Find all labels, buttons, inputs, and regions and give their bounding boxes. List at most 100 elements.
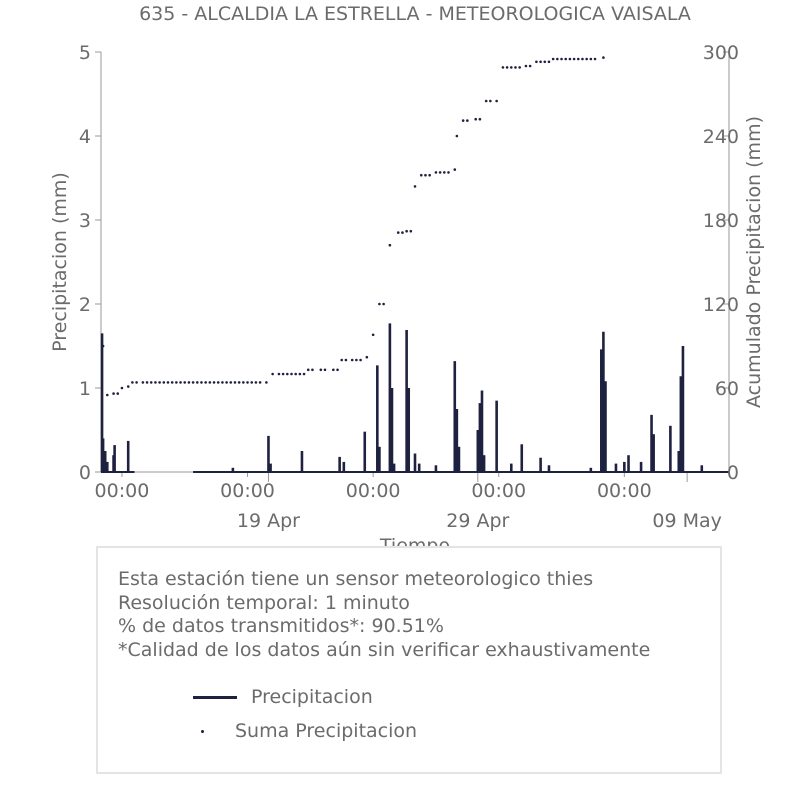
cumulative-point	[378, 302, 381, 306]
y-tick-label-left: 1	[79, 378, 91, 400]
cumulative-point	[355, 358, 358, 362]
cumulative-point	[204, 381, 207, 384]
cumulative-point	[166, 381, 170, 384]
x-tick-label-hour: 00:00	[95, 480, 150, 502]
cumulative-point	[478, 117, 482, 121]
y-tick-label-right: 240	[703, 126, 739, 148]
y-tick-label-left: 3	[79, 210, 91, 232]
x-tick-label-date: 29 Apr	[446, 510, 509, 532]
cumulative-point	[170, 381, 174, 384]
cumulative-point	[131, 381, 134, 384]
cumulative-point	[518, 66, 521, 69]
cumulative-point	[120, 386, 124, 390]
cumulative-point	[543, 60, 547, 64]
cumulative-point	[195, 381, 199, 384]
y-tick-label-right: 300	[703, 42, 739, 64]
cumulative-point	[225, 381, 228, 384]
x-tick-label-date: 19 Apr	[237, 510, 300, 532]
info-line-transmitted: % de datos transmitidos*: 90.51%	[118, 615, 444, 637]
y-tick-label-right: 60	[715, 378, 739, 400]
y-tick-label-left: 2	[79, 294, 91, 316]
cumulative-point	[277, 372, 281, 376]
cumulative-point	[514, 66, 517, 69]
cumulative-point	[371, 333, 375, 337]
cumulative-point	[216, 381, 220, 384]
cumulative-point	[221, 381, 224, 384]
cumulative-point	[424, 173, 427, 177]
cumulative-point	[495, 99, 498, 103]
cumulative-point	[311, 368, 314, 372]
tick-labels: 0 1 2 3 4 5 0 60 120 180 240 300 00:00 00:00 00:00 00:0…	[79, 42, 739, 532]
cumulative-point	[438, 171, 442, 174]
cumulative-point	[340, 358, 344, 362]
cumulative-point	[535, 60, 538, 64]
info-line-sensor: Esta estación tiene un sensor meteorolog…	[118, 568, 594, 590]
cumulative-point	[246, 381, 249, 384]
cumulative-point	[154, 381, 157, 384]
cumulative-point	[145, 381, 149, 384]
cumulative-point	[149, 381, 153, 384]
cumulative-point	[489, 99, 492, 103]
y-tick-label-right: 180	[703, 210, 739, 232]
cumulative-point	[200, 381, 203, 384]
axes	[95, 51, 730, 482]
x-axis-label: Tiempo	[379, 535, 450, 546]
chart-title: 635 - ALCALDIA LA ESTRELLA - METEOROLOGI…	[139, 3, 691, 25]
cumulative-point	[323, 368, 327, 372]
cumulative-point	[336, 368, 339, 372]
cumulative-point	[294, 372, 297, 376]
cumulative-point	[396, 231, 400, 234]
legend-line-swatch	[193, 695, 237, 699]
y-tick-label-left: 4	[79, 126, 91, 148]
info-line-quality: *Calidad de los datos aún sin verificar …	[118, 638, 651, 661]
legend-item-precipitacion: Precipitacion	[193, 680, 417, 714]
y-tick-label-right: 120	[703, 294, 739, 316]
cumulative-point	[419, 173, 423, 177]
cumulative-point	[212, 381, 216, 384]
cumulative-point	[242, 381, 245, 384]
x-tick-label-hour: 00:00	[346, 480, 401, 502]
cumulative-point	[237, 381, 241, 384]
cumulative-point	[581, 57, 584, 61]
cumulative-point	[332, 368, 335, 372]
y-tick-label-right: 0	[727, 462, 739, 484]
legend-label-suma: Suma Precipitacion	[235, 720, 418, 742]
cumulative-point	[183, 381, 187, 384]
x-tick-label-hour: 00:00	[220, 480, 275, 502]
cumulative-point	[158, 381, 161, 384]
cumulative-point	[290, 372, 293, 376]
cumulative-point	[281, 372, 285, 376]
cumulative-point	[568, 57, 572, 61]
cumulative-point	[447, 171, 450, 174]
precipitation-chart: 635 - ALCALDIA LA ESTRELLA - METEOROLOGI…	[49, 3, 765, 546]
cumulative-point	[524, 64, 528, 68]
cumulative-point	[135, 381, 138, 384]
y-tick-label-left: 0	[79, 462, 91, 484]
y-axis-label-right: Acumulado Precipitacion (mm)	[743, 116, 765, 408]
precipitation-series	[100, 323, 729, 473]
cumulative-point	[344, 358, 348, 362]
cumulative-point	[556, 57, 559, 61]
cumulative-point	[505, 66, 509, 69]
cumulative-point	[455, 134, 459, 138]
cumulative-point	[286, 372, 289, 376]
legend: Precipitacion Suma Precipitacion	[193, 680, 417, 748]
cumulative-point	[466, 119, 469, 122]
cumulative-point	[560, 57, 563, 61]
cumulative-point	[585, 57, 588, 61]
cumulative-point	[593, 57, 597, 61]
legend-item-suma: Suma Precipitacion	[193, 714, 417, 748]
info-text: Esta estación tiene un sensor meteorolog…	[118, 568, 650, 662]
cumulative-point	[141, 381, 145, 384]
cumulative-point	[175, 381, 178, 384]
cumulative-point	[126, 385, 130, 388]
cumulative-point	[428, 173, 431, 177]
cumulative-point	[602, 56, 605, 59]
cumulative-point	[572, 57, 576, 61]
cumulative-point	[271, 372, 274, 376]
cumulative-point	[208, 381, 212, 384]
cumulative-point	[254, 381, 258, 384]
cumulative-point	[359, 358, 362, 362]
legend-dot-swatch	[193, 729, 237, 733]
cumulative-point	[250, 381, 254, 384]
